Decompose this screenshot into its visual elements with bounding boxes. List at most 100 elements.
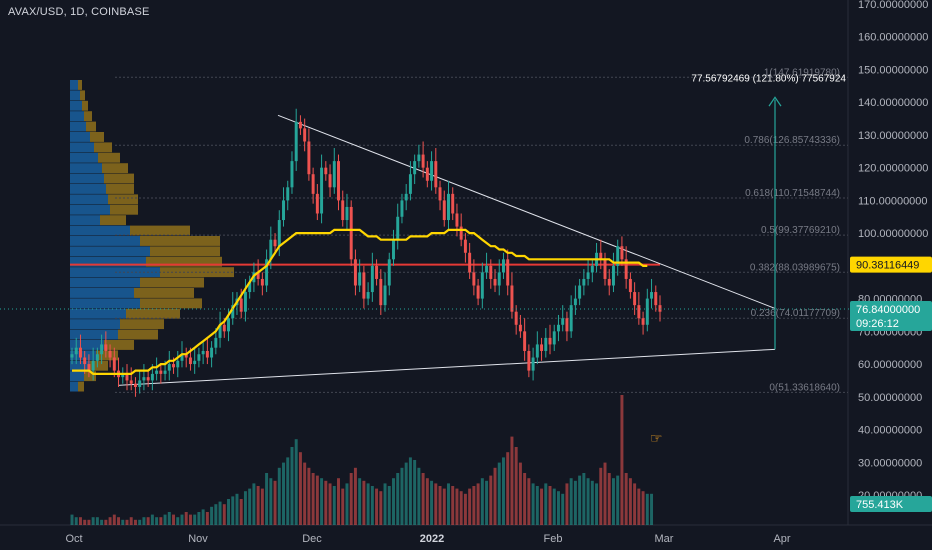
volume-bar <box>121 519 125 525</box>
resistance-price-label-bg <box>850 256 932 273</box>
volume-bar <box>628 478 632 525</box>
volume-profile-up-bar <box>70 225 130 236</box>
volume-bar <box>455 488 459 525</box>
volume-bar <box>561 493 565 525</box>
candle-body <box>442 200 446 221</box>
candle-body <box>341 200 345 221</box>
volume-profile-down-bar <box>78 80 82 90</box>
volume-profile-up-bar <box>70 100 82 111</box>
volume-bar <box>607 473 611 525</box>
volume-bar <box>578 475 582 525</box>
volume-bar <box>269 478 273 525</box>
candle-body <box>506 259 510 286</box>
fib-level-label: 0.786(126.85743336) <box>744 135 840 146</box>
volume-bar <box>442 488 446 525</box>
volume-bar <box>633 483 637 525</box>
volume-bar <box>366 483 370 525</box>
volume-profile-up-bar <box>70 371 84 382</box>
candle-body <box>535 344 539 358</box>
volume-bar <box>417 467 421 525</box>
volume-profile-up-bar <box>70 360 90 371</box>
volume-bar <box>248 488 252 525</box>
candle-body <box>366 292 370 299</box>
candle-body <box>282 200 285 221</box>
volume-profile-down-bar <box>140 236 220 246</box>
volume-profile-down-bar <box>150 246 220 257</box>
volume-bar <box>311 473 315 525</box>
y-tick-label: 50.00000000 <box>858 392 922 404</box>
candle-body <box>624 259 628 279</box>
candle-body <box>472 272 476 286</box>
volume-profile-down-bar <box>108 194 138 205</box>
volume-profile-up-bar <box>70 90 80 101</box>
volume-bar <box>290 447 294 525</box>
volume-bar <box>362 480 366 525</box>
candle-body <box>476 285 480 299</box>
volume-bar <box>569 478 573 525</box>
candle-body <box>540 344 544 351</box>
volume-bar <box>370 486 374 525</box>
candle-body <box>603 259 607 279</box>
candle-body <box>273 239 277 247</box>
volume-profile-up-bar <box>70 308 126 319</box>
volume-bar <box>506 452 510 525</box>
candle-body <box>320 167 324 214</box>
volume-profile-down-bar <box>104 340 134 350</box>
volume-bar <box>294 439 298 525</box>
candle-body <box>544 337 548 351</box>
candle-body <box>463 239 467 253</box>
candle-body <box>349 206 353 260</box>
candle-body <box>125 373 129 381</box>
candle-body <box>324 167 328 175</box>
candle-body <box>573 298 577 306</box>
y-tick-label: 60.00000000 <box>858 359 922 371</box>
candle-body <box>315 193 319 214</box>
volume-bar <box>87 519 91 525</box>
candle-body <box>417 154 421 162</box>
candle-body <box>172 364 176 368</box>
candle-body <box>379 278 383 306</box>
candle-body <box>243 292 247 312</box>
candle-body <box>514 311 518 325</box>
volume-bar <box>315 475 319 525</box>
candle-body <box>248 282 252 293</box>
y-tick-label: 130.00000000 <box>858 130 928 142</box>
volume-bar <box>468 488 472 525</box>
volume-bar <box>74 517 78 525</box>
volume-profile-down-bar <box>84 371 96 382</box>
volume-profile-up-bar <box>70 256 146 267</box>
volume-bar <box>210 506 214 525</box>
x-tick-label: Mar <box>655 533 674 545</box>
countdown-label: 09:26:12 <box>856 318 899 330</box>
volume-profile-down-bar <box>98 152 120 163</box>
volume-profile-up-bar <box>70 329 118 340</box>
volume-profile <box>70 80 234 392</box>
candle-body <box>210 347 214 358</box>
volume-bar <box>273 480 277 525</box>
volume-bar <box>231 496 235 525</box>
candle-body <box>396 216 400 240</box>
candle-body <box>480 272 484 299</box>
volume-bar <box>421 473 425 525</box>
volume-profile-down-bar <box>134 288 194 298</box>
candle-body <box>569 305 573 332</box>
candle-body <box>159 370 163 374</box>
volume-bar <box>497 462 501 525</box>
volume-bar <box>150 514 154 525</box>
volume-bar <box>91 517 95 525</box>
candle-body <box>586 272 590 279</box>
candle-body <box>633 292 637 306</box>
candle-body <box>434 161 438 188</box>
volume-bar <box>544 483 548 525</box>
volume-bar <box>78 517 82 525</box>
volume-bar <box>582 473 586 525</box>
volume-bar <box>337 478 340 525</box>
candle-body <box>83 357 87 365</box>
volume-bar <box>328 483 332 525</box>
projection-arrowhead <box>768 96 782 107</box>
lower-trendline <box>117 348 776 386</box>
volume-bar <box>332 486 336 525</box>
volume-bar <box>193 514 197 525</box>
candle-body <box>485 265 489 273</box>
